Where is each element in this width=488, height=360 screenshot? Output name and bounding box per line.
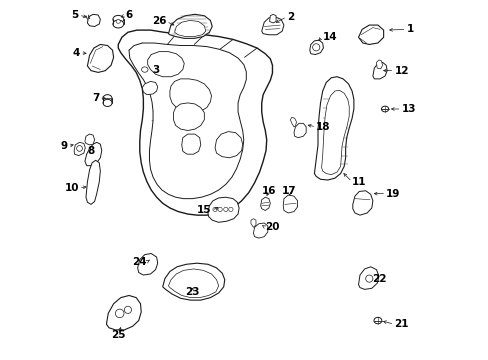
- Polygon shape: [182, 134, 201, 154]
- Polygon shape: [309, 40, 323, 54]
- Text: 22: 22: [371, 274, 386, 284]
- Polygon shape: [253, 223, 267, 238]
- Polygon shape: [174, 21, 205, 37]
- Polygon shape: [215, 132, 242, 158]
- Text: 26: 26: [151, 17, 166, 27]
- Text: 17: 17: [282, 186, 296, 197]
- Circle shape: [228, 207, 233, 212]
- Polygon shape: [142, 81, 158, 95]
- Circle shape: [77, 145, 82, 151]
- Text: 2: 2: [286, 12, 293, 22]
- Text: 11: 11: [351, 177, 366, 187]
- Text: 3: 3: [152, 64, 159, 75]
- Polygon shape: [290, 117, 296, 127]
- Text: 10: 10: [64, 183, 79, 193]
- Ellipse shape: [381, 106, 388, 112]
- Text: 9: 9: [61, 141, 68, 151]
- Polygon shape: [118, 30, 272, 215]
- Polygon shape: [261, 17, 284, 35]
- Text: 24: 24: [132, 257, 147, 267]
- Text: 8: 8: [87, 146, 95, 156]
- Polygon shape: [129, 43, 246, 199]
- Circle shape: [365, 275, 372, 282]
- Text: 5: 5: [71, 10, 79, 20]
- Polygon shape: [260, 197, 270, 211]
- Polygon shape: [376, 60, 382, 69]
- Polygon shape: [85, 134, 94, 145]
- Ellipse shape: [139, 64, 150, 75]
- Polygon shape: [74, 142, 85, 156]
- Text: 1: 1: [406, 24, 413, 35]
- Text: 13: 13: [401, 104, 415, 114]
- Polygon shape: [87, 14, 100, 27]
- Polygon shape: [314, 77, 353, 180]
- Polygon shape: [207, 197, 239, 222]
- Text: 6: 6: [125, 10, 132, 20]
- Polygon shape: [87, 44, 113, 72]
- Circle shape: [115, 309, 124, 318]
- Ellipse shape: [116, 20, 120, 23]
- Polygon shape: [283, 195, 297, 213]
- Ellipse shape: [113, 15, 123, 23]
- Polygon shape: [321, 90, 348, 175]
- Text: 12: 12: [394, 66, 408, 76]
- Ellipse shape: [373, 318, 381, 324]
- Ellipse shape: [142, 67, 148, 72]
- Polygon shape: [169, 79, 211, 113]
- Polygon shape: [85, 142, 102, 166]
- Polygon shape: [372, 62, 386, 79]
- Text: 18: 18: [316, 122, 330, 132]
- Text: 16: 16: [261, 186, 276, 197]
- Polygon shape: [163, 263, 224, 300]
- Text: 23: 23: [185, 287, 199, 297]
- Text: 7: 7: [92, 93, 99, 103]
- Circle shape: [212, 207, 217, 212]
- Polygon shape: [358, 25, 383, 44]
- Circle shape: [223, 207, 227, 212]
- Ellipse shape: [103, 95, 112, 102]
- Polygon shape: [168, 14, 212, 39]
- Polygon shape: [168, 269, 218, 298]
- Polygon shape: [269, 14, 276, 23]
- Ellipse shape: [103, 99, 112, 107]
- Circle shape: [218, 207, 222, 212]
- Text: 15: 15: [197, 206, 211, 216]
- Polygon shape: [293, 123, 305, 138]
- Polygon shape: [250, 219, 255, 227]
- Text: 4: 4: [73, 48, 80, 58]
- Ellipse shape: [113, 20, 123, 28]
- Polygon shape: [147, 51, 184, 77]
- Circle shape: [312, 44, 319, 51]
- Text: 19: 19: [386, 189, 400, 199]
- Polygon shape: [137, 253, 158, 275]
- Text: 25: 25: [111, 330, 125, 340]
- Polygon shape: [352, 191, 372, 215]
- Polygon shape: [106, 296, 141, 330]
- Circle shape: [124, 306, 131, 314]
- Polygon shape: [86, 160, 100, 204]
- Text: 14: 14: [322, 32, 337, 41]
- Text: 20: 20: [265, 222, 279, 232]
- Polygon shape: [358, 267, 378, 289]
- Text: 21: 21: [394, 319, 408, 329]
- Polygon shape: [173, 103, 204, 131]
